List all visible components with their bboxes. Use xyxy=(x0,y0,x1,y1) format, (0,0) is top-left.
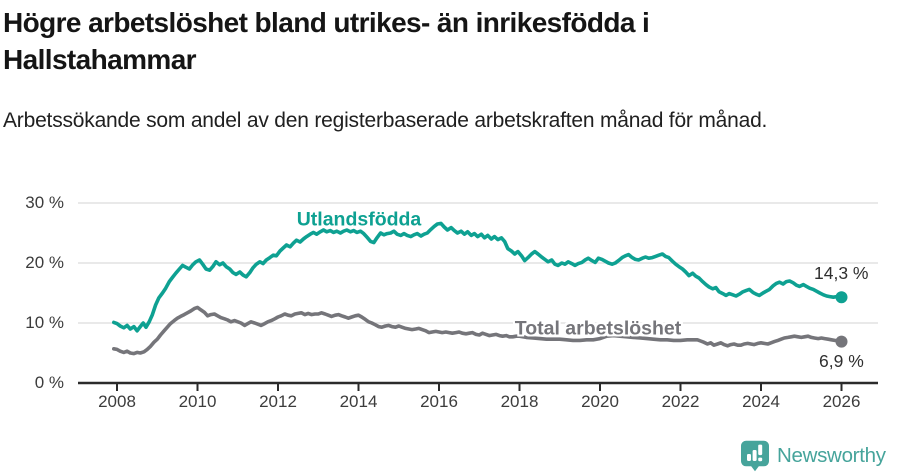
x-tick-label: 2008 xyxy=(98,392,136,411)
series-line xyxy=(112,305,844,356)
series-label-total-arbetsloshet: Total arbetslöshet xyxy=(514,317,682,340)
series-label-utlandsfodda: Utlandsfödda xyxy=(296,208,422,231)
chart-subtitle: Arbetssökande som andel av den registerb… xyxy=(3,109,768,132)
x-tick-label: 2010 xyxy=(178,392,217,411)
y-tick-label: 0 % xyxy=(34,373,64,392)
y-tick-label: 10 % xyxy=(25,313,64,332)
x-tick-label: 2022 xyxy=(661,392,700,411)
x-tick-label: 2018 xyxy=(500,392,539,411)
newsworthy-brand-link[interactable]: Newsworthy xyxy=(740,440,886,472)
bar-chart-pin-icon xyxy=(741,440,769,472)
y-tick-label: 30 % xyxy=(25,193,64,212)
brand-name: Newsworthy xyxy=(777,444,886,467)
series-end-dot xyxy=(835,291,848,304)
x-tick-label: 2012 xyxy=(259,392,297,411)
x-tick-label: 2026 xyxy=(822,392,861,411)
page-title: Högre arbetslöshet bland utrikes- än inr… xyxy=(3,7,650,75)
series-line xyxy=(112,221,844,333)
x-tick-label: 2014 xyxy=(339,392,378,411)
x-tick-label: 2024 xyxy=(742,392,780,411)
end-value-total: 6,9 % xyxy=(819,351,864,371)
y-tick-label: 20 % xyxy=(25,253,64,272)
end-value-utlandsfodda: 14,3 % xyxy=(814,263,869,283)
x-tick-label: 2016 xyxy=(420,392,458,411)
x-tick-label: 2020 xyxy=(581,392,619,411)
series-end-dot xyxy=(835,335,848,348)
